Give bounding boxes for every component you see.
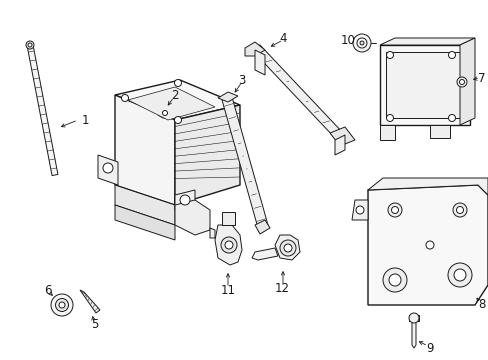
Circle shape xyxy=(162,111,167,116)
Bar xyxy=(379,45,469,125)
Polygon shape xyxy=(218,92,238,102)
Circle shape xyxy=(55,298,68,311)
Text: 10: 10 xyxy=(340,33,355,46)
Polygon shape xyxy=(334,135,345,155)
Circle shape xyxy=(356,38,366,48)
Circle shape xyxy=(103,163,113,173)
Circle shape xyxy=(284,244,291,252)
Text: 5: 5 xyxy=(91,319,99,332)
Polygon shape xyxy=(459,38,474,125)
Polygon shape xyxy=(209,228,215,238)
Polygon shape xyxy=(115,95,175,205)
Polygon shape xyxy=(251,248,278,260)
Polygon shape xyxy=(367,185,487,305)
Circle shape xyxy=(459,80,464,85)
Polygon shape xyxy=(175,190,195,210)
Circle shape xyxy=(59,302,65,308)
Polygon shape xyxy=(27,44,58,176)
Text: 6: 6 xyxy=(44,284,52,297)
Polygon shape xyxy=(274,235,299,260)
Text: 3: 3 xyxy=(238,73,245,86)
Text: 1: 1 xyxy=(81,113,88,126)
Circle shape xyxy=(26,41,34,49)
Circle shape xyxy=(456,207,463,213)
Circle shape xyxy=(174,80,181,86)
Circle shape xyxy=(386,51,393,59)
Circle shape xyxy=(359,41,363,45)
Polygon shape xyxy=(249,45,345,138)
Polygon shape xyxy=(128,87,215,120)
Text: 12: 12 xyxy=(274,282,289,294)
Circle shape xyxy=(447,263,471,287)
Circle shape xyxy=(453,269,465,281)
Text: 11: 11 xyxy=(220,284,235,297)
Circle shape xyxy=(51,294,73,316)
Circle shape xyxy=(452,203,466,217)
Circle shape xyxy=(456,77,466,87)
Polygon shape xyxy=(351,200,367,220)
Polygon shape xyxy=(98,155,118,185)
Circle shape xyxy=(280,240,295,256)
Circle shape xyxy=(425,241,433,249)
Circle shape xyxy=(352,34,370,52)
Polygon shape xyxy=(175,105,240,205)
Circle shape xyxy=(447,114,454,122)
Polygon shape xyxy=(115,185,175,225)
Text: 8: 8 xyxy=(477,298,485,311)
Polygon shape xyxy=(80,290,100,313)
Polygon shape xyxy=(429,125,449,138)
Text: 9: 9 xyxy=(426,342,433,355)
Polygon shape xyxy=(222,212,235,225)
Circle shape xyxy=(387,203,401,217)
Circle shape xyxy=(28,43,32,47)
Polygon shape xyxy=(379,38,474,45)
Polygon shape xyxy=(379,125,394,140)
Circle shape xyxy=(221,237,237,253)
Text: 2: 2 xyxy=(171,89,179,102)
Circle shape xyxy=(386,114,393,122)
Bar xyxy=(385,52,463,118)
Circle shape xyxy=(408,313,418,323)
Polygon shape xyxy=(329,127,354,146)
Circle shape xyxy=(447,51,454,59)
Text: 4: 4 xyxy=(279,32,286,45)
Polygon shape xyxy=(222,97,267,228)
Polygon shape xyxy=(158,108,172,118)
Polygon shape xyxy=(367,178,487,195)
Circle shape xyxy=(388,274,400,286)
Text: 7: 7 xyxy=(477,72,485,85)
Circle shape xyxy=(355,206,363,214)
Bar xyxy=(408,315,418,321)
Circle shape xyxy=(174,117,181,123)
Polygon shape xyxy=(244,42,264,56)
Polygon shape xyxy=(254,50,264,75)
Polygon shape xyxy=(115,205,175,240)
Circle shape xyxy=(121,94,128,102)
Circle shape xyxy=(391,207,398,213)
Polygon shape xyxy=(215,225,242,265)
Circle shape xyxy=(382,268,406,292)
Polygon shape xyxy=(175,200,209,235)
Circle shape xyxy=(180,195,190,205)
Polygon shape xyxy=(115,80,240,120)
Polygon shape xyxy=(411,320,415,348)
Polygon shape xyxy=(254,220,269,234)
Circle shape xyxy=(224,241,232,249)
